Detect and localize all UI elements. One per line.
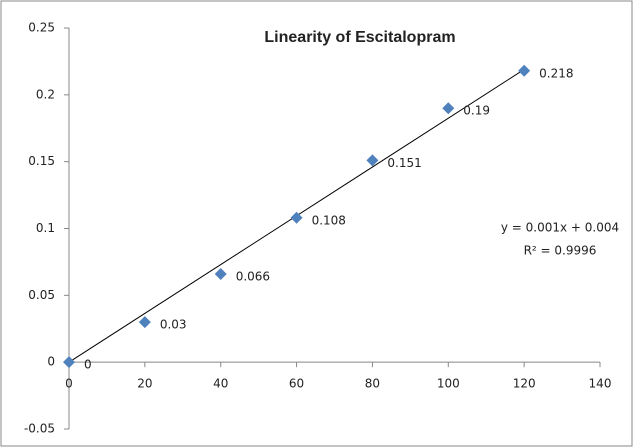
data-label: 0.218 [539,66,573,80]
x-tick-label: 20 [137,377,152,391]
data-point [214,267,227,280]
equation: y = 0.001x + 0.004 [501,221,619,235]
x-tick-label: 140 [589,377,612,391]
data-point [63,356,75,369]
data-point [290,211,303,224]
data-point [442,102,455,115]
x-tick-label: 100 [437,377,460,391]
x-tick-label: 0 [65,377,73,391]
y-tick-label: 0.2 [36,87,55,101]
x-tick-label: 120 [513,377,536,391]
data-label: 0.151 [387,156,421,170]
data-point [518,64,531,77]
data-label: 0 [84,358,92,372]
r-squared: R² = 0.9996 [524,244,597,258]
data-label: 0.19 [463,104,490,118]
data-point [366,154,379,167]
data-point [138,316,151,329]
chart-title: Linearity of Escitalopram [264,29,455,46]
y-tick-label: -0.05 [24,422,55,436]
x-tick-label: 40 [213,377,228,391]
x-tick-label: 80 [365,377,380,391]
data-label: 0.066 [236,269,270,283]
y-tick-label: 0.1 [36,221,55,235]
x-tick-label: 60 [289,377,304,391]
data-label: 0.03 [160,318,187,332]
y-tick-label: 0.15 [28,154,55,168]
y-tick-label: 0 [47,355,55,369]
y-tick-label: 0.25 [28,21,55,35]
y-tick-label: 0.05 [28,288,55,302]
data-label: 0.108 [312,213,346,227]
